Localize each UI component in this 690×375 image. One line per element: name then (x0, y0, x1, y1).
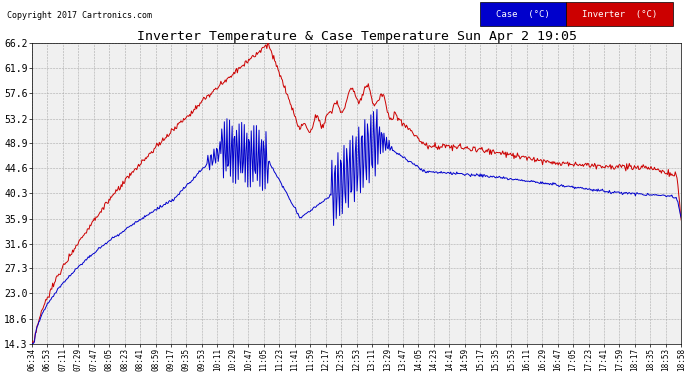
Text: Case  (°C): Case (°C) (496, 10, 549, 19)
Title: Inverter Temperature & Case Temperature Sun Apr 2 19:05: Inverter Temperature & Case Temperature … (137, 30, 577, 44)
Text: Copyright 2017 Cartronics.com: Copyright 2017 Cartronics.com (7, 11, 152, 20)
Text: Inverter  (°C): Inverter (°C) (582, 10, 657, 19)
